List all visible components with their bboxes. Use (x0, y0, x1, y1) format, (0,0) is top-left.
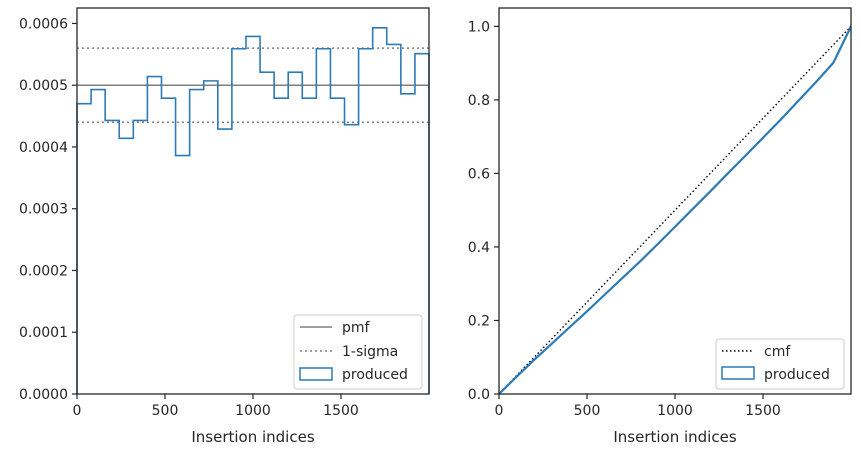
histogram-bar (232, 49, 246, 394)
x-tick-label: 1500 (745, 403, 781, 419)
histogram-bar (260, 72, 274, 394)
legend-pmf-label: pmf (342, 320, 371, 336)
x-tick-label: 1500 (323, 403, 359, 419)
legend-cmf-label: cmf (764, 344, 791, 360)
y-tick-label: 0.0003 (19, 202, 68, 218)
left-legend-box (293, 314, 423, 390)
x-tick-label: 500 (152, 403, 179, 419)
histogram-bar (204, 81, 218, 394)
y-tick-label: 0.0 (468, 387, 490, 403)
histogram-bar (91, 90, 105, 394)
left-x-axis-label: Insertion indices (191, 428, 314, 446)
y-tick-label: 0.0006 (19, 16, 68, 32)
right-cdf-panel: 0 500 1000 1500 0.0 0.2 0.4 0.6 0.8 1.0 Insertio… (468, 7, 852, 446)
y-tick-label: 0.0001 (19, 325, 68, 341)
x-tick-label: 0 (495, 403, 504, 419)
y-tick-label: 1.0 (468, 19, 490, 35)
right-y-ticks: 0.0 0.2 0.4 0.6 0.8 1.0 (468, 19, 499, 403)
cmf-line (498, 25, 852, 395)
produced-histogram-step (76, 26, 430, 394)
histogram-bar (161, 98, 175, 394)
x-tick-label: 1000 (657, 403, 693, 419)
y-tick-label: 0.6 (468, 166, 490, 182)
y-tick-label: 0.2 (468, 313, 490, 329)
histogram-bar (274, 98, 288, 394)
right-axes-frame (498, 7, 852, 395)
histogram-bar (133, 120, 147, 394)
y-tick-label: 0.0002 (19, 263, 68, 279)
histogram-bar (246, 36, 260, 394)
left-plot-marks (76, 26, 430, 394)
y-tick-label: 0.0004 (19, 140, 68, 156)
left-y-ticks: 0.0000 0.0001 0.0002 0.0003 0.0004 0.0005 0.00… (19, 16, 77, 403)
legend-produced-swatch (299, 367, 333, 381)
right-legend-box (715, 338, 845, 390)
produced-cdf-line (498, 25, 852, 395)
x-tick-label: 1000 (235, 403, 271, 419)
histogram-bar (147, 77, 161, 394)
legend-produced-label: produced (342, 367, 408, 383)
histogram-bar (119, 138, 133, 394)
right-x-ticks: 0 500 1000 1500 (495, 394, 781, 419)
legend-produced-label: produced (764, 367, 830, 383)
left-histogram-panel: 0 500 1000 1500 0.00000.00010.00020.00030.0… (19, 7, 430, 446)
x-tick-label: 500 (574, 403, 601, 419)
y-tick-label: 0.4 (468, 240, 490, 256)
y-tick-label: 0.0005 (19, 78, 68, 94)
histogram-bar (105, 120, 119, 394)
histogram-bar (190, 90, 204, 394)
histogram-bar (77, 104, 91, 394)
left-legend: pmf 1-sigma produced (293, 314, 423, 390)
legend-1-sigma-label: 1-sigma (342, 344, 398, 360)
legend-produced-swatch (721, 366, 755, 380)
y-tick-label: 0.8 (468, 93, 490, 109)
y-tick-label: 0.0000 (19, 387, 68, 403)
histogram-bar (218, 129, 232, 394)
right-legend: cmf produced (715, 338, 845, 390)
histogram-bar (176, 156, 190, 394)
right-x-axis-label: Insertion indices (613, 428, 736, 446)
left-x-ticks: 0 500 1000 1500 (73, 394, 359, 419)
x-tick-label: 0 (73, 403, 82, 419)
right-plot-marks (498, 25, 852, 395)
